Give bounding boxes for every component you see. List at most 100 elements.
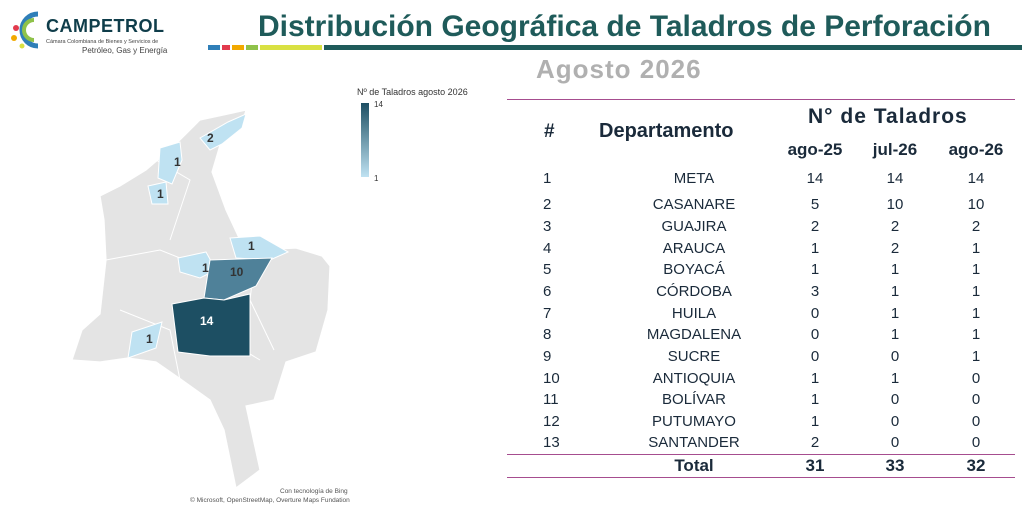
row-number: 2 [543, 196, 552, 213]
row-jul-26: 1 [890, 283, 900, 300]
row-number: 6 [543, 283, 552, 300]
table-row: 1 META 14 14 14 [507, 170, 1015, 191]
table-row: 5 BOYACÁ 1 1 1 [507, 261, 1015, 282]
row-number: 8 [543, 326, 552, 343]
row-jul-26: 0 [890, 391, 900, 408]
map-label: 1 [157, 187, 164, 201]
region-sucre [147, 181, 169, 205]
row-department: SUCRE [667, 348, 721, 365]
row-ago-26: 0 [971, 413, 981, 430]
row-ago-26: 1 [971, 283, 981, 300]
row-jul-26: 1 [890, 305, 900, 322]
col-header-ago-26: ago-26 [948, 140, 1004, 159]
map-label: 1 [248, 239, 255, 253]
row-ago-25: 0 [810, 348, 820, 365]
row-ago-25: 2 [810, 218, 820, 235]
map-label: 1 [202, 261, 209, 275]
row-ago-25: 2 [810, 434, 820, 451]
row-department: HUILA [671, 305, 717, 322]
col-header-group: N° de Taladros [808, 105, 968, 128]
campetrol-logo: CAMPETROL Cámara Colombiana de Bienes y … [8, 6, 198, 58]
row-ago-26: 1 [971, 305, 981, 322]
row-number: 13 [543, 434, 560, 451]
row-ago-25: 3 [810, 283, 820, 300]
row-ago-26: 1 [971, 348, 981, 365]
row-ago-25: 5 [810, 196, 820, 213]
logo-name: CAMPETROL [46, 16, 165, 36]
row-number: 12 [543, 413, 560, 430]
row-number: 10 [543, 370, 560, 387]
row-department: CASANARE [652, 196, 736, 213]
row-jul-26: 10 [886, 196, 904, 213]
row-department: BOYACÁ [663, 261, 725, 278]
map-credit: Con tecnología de Bing [280, 488, 348, 495]
row-ago-26: 1 [971, 240, 981, 257]
row-number: 3 [543, 218, 552, 235]
row-number: 7 [543, 305, 552, 322]
total-ago-25: 31 [805, 456, 825, 475]
row-department: CÓRDOBA [656, 283, 732, 300]
map-label: 14 [200, 314, 214, 328]
row-department: BOLÍVAR [662, 391, 726, 408]
total-label: Total [674, 456, 714, 475]
row-number: 4 [543, 240, 552, 257]
row-number: 11 [543, 391, 559, 408]
row-ago-25: 0 [810, 305, 820, 322]
table-row: 6 CÓRDOBA 3 1 1 [507, 283, 1015, 304]
table-row: 12 PUTUMAYO 1 0 0 [507, 413, 1015, 434]
total-top-rule [507, 454, 1015, 455]
row-ago-25: 1 [810, 370, 820, 387]
logo-mark-icon [11, 11, 39, 49]
row-department: PUTUMAYO [652, 413, 736, 430]
map-label: 2 [207, 131, 214, 145]
page-title: Distribución Geográfica de Taladros de P… [258, 10, 991, 43]
table-row: 7 HUILA 0 1 1 [507, 305, 1015, 326]
row-ago-25: 1 [810, 240, 820, 257]
col-header-department: Departamento [599, 120, 734, 142]
table-row: 13 SANTANDER 2 0 0 [507, 434, 1015, 455]
table-bottom-rule [507, 477, 1015, 478]
row-ago-25: 14 [806, 170, 824, 187]
table-row: 3 GUAJIRA 2 2 2 [507, 218, 1015, 239]
col-header-jul-26: jul-26 [872, 140, 918, 159]
region-guajira [199, 113, 247, 151]
row-jul-26: 14 [886, 170, 904, 187]
row-ago-26: 1 [971, 326, 981, 343]
total-row: Total 31 33 32 [507, 456, 1015, 477]
row-jul-26: 0 [890, 348, 900, 365]
row-jul-26: 0 [890, 413, 900, 430]
table-row: 8 MAGDALENA 0 1 1 [507, 326, 1015, 347]
row-ago-26: 0 [971, 434, 981, 451]
row-jul-26: 2 [890, 240, 900, 257]
row-number: 5 [543, 261, 552, 278]
logo-subtitle-2: Petróleo, Gas y Energía [82, 46, 168, 55]
title-underline [208, 45, 1022, 50]
table-row: 11 BOLÍVAR 1 0 0 [507, 391, 1015, 412]
row-department: ANTIOQUIA [652, 370, 736, 387]
map-legend-title: Nº de Taladros agosto 2026 [357, 87, 468, 97]
map-label: 1 [146, 332, 153, 346]
row-department: SANTANDER [648, 434, 740, 451]
col-header-number: # [544, 121, 555, 142]
row-number: 9 [543, 348, 552, 365]
total-ago-26: 32 [966, 456, 986, 475]
total-jul-26: 33 [885, 456, 905, 475]
row-ago-26: 1 [971, 261, 981, 278]
region-meta [171, 293, 251, 357]
row-jul-26: 1 [890, 370, 900, 387]
logo-subtitle: Cámara Colombiana de Bienes y Servicios … [46, 39, 159, 45]
map-legend-gradient [361, 103, 369, 177]
row-ago-26: 0 [971, 370, 981, 387]
row-ago-26: 10 [967, 196, 985, 213]
row-jul-26: 0 [890, 434, 900, 451]
map-label: 1 [174, 155, 181, 169]
table-row: 9 SUCRE 0 0 1 [507, 348, 1015, 369]
row-jul-26: 1 [890, 261, 900, 278]
row-ago-26: 2 [971, 218, 981, 235]
row-department: META [673, 170, 715, 187]
row-jul-26: 1 [890, 326, 900, 343]
row-department: GUAJIRA [661, 218, 727, 235]
region-huila [127, 321, 163, 359]
row-ago-25: 0 [810, 326, 820, 343]
row-ago-26: 14 [967, 170, 985, 187]
